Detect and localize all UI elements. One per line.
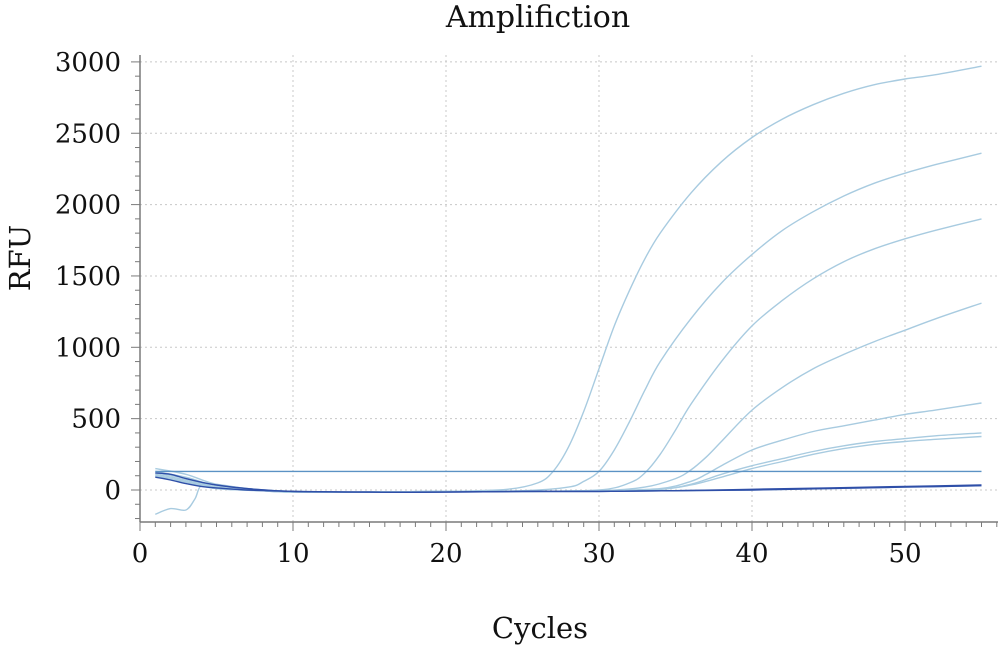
- series-line-6: [155, 432, 982, 493]
- y-axis-label: RFU: [3, 225, 37, 291]
- axes: [139, 55, 998, 523]
- y-tick-label: 2000: [55, 191, 121, 221]
- series-line-7: [155, 435, 982, 493]
- y-tick-label: 1000: [55, 333, 121, 363]
- x-tick-label: 40: [735, 539, 768, 569]
- y-tick-label: 0: [104, 476, 121, 506]
- x-tick-label: 0: [132, 539, 149, 569]
- series-line-10: [155, 476, 982, 493]
- series-curves: [155, 65, 982, 515]
- series-line-1: [155, 65, 982, 493]
- series-line-4: [155, 302, 982, 493]
- x-tick-label: 20: [429, 539, 462, 569]
- y-tick-label: 1500: [55, 262, 121, 292]
- y-tick-label: 2500: [55, 119, 121, 149]
- series-line-2: [155, 152, 982, 493]
- grid: [140, 55, 998, 522]
- x-tick-label: 10: [276, 539, 309, 569]
- x-axis-label: Cycles: [492, 611, 588, 645]
- chart-title: Amplifiction: [445, 0, 630, 35]
- series-line-3: [155, 218, 982, 493]
- x-tick-label: 30: [582, 539, 615, 569]
- y-tick-label: 3000: [55, 48, 121, 78]
- y-tick-label: 500: [71, 405, 121, 435]
- series-line-9: [155, 472, 982, 493]
- x-tick-label: 50: [888, 539, 921, 569]
